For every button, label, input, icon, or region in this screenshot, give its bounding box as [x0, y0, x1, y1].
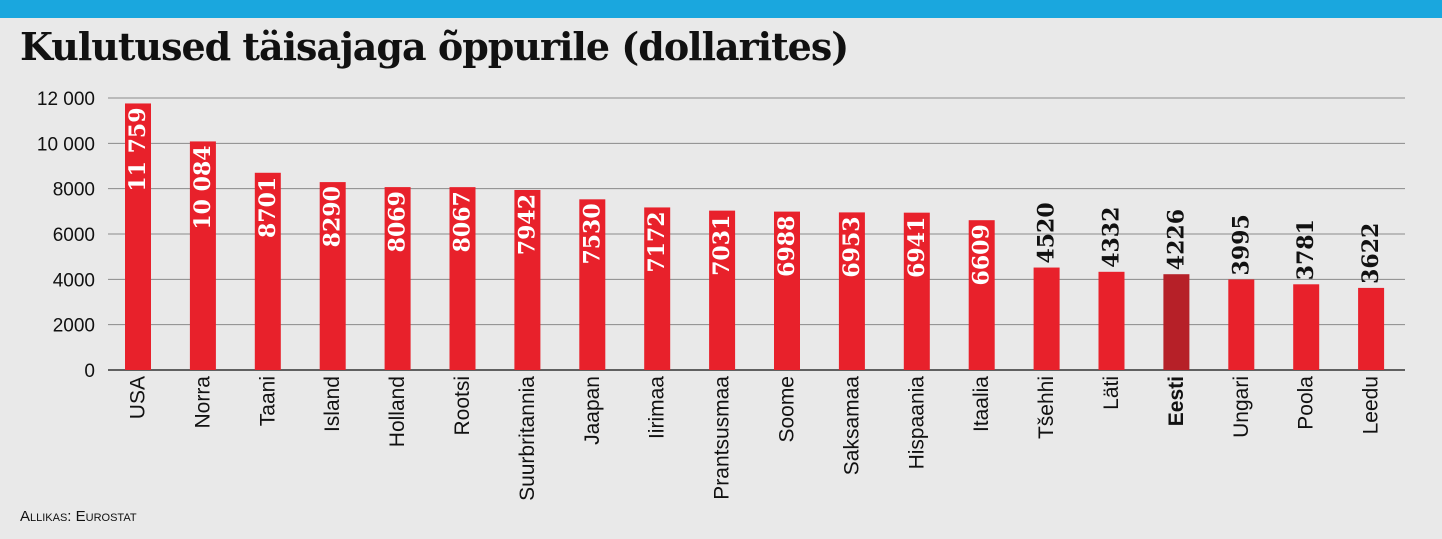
- bar: [384, 187, 411, 370]
- x-tick-label: Saksamaa: [840, 376, 863, 476]
- y-tick-label: 12 000: [37, 89, 95, 110]
- x-tick-label: Hispaania: [905, 376, 928, 470]
- bar-value-label: 4332: [1099, 207, 1125, 268]
- x-tick-label: Läti: [1100, 376, 1123, 410]
- x-tick-label: Iirimaa: [646, 376, 669, 439]
- bar-value-label: 7942: [514, 194, 540, 255]
- bar: [189, 141, 216, 370]
- bar: [644, 207, 671, 370]
- y-tick-label: 0: [84, 361, 95, 382]
- bar: [514, 189, 541, 370]
- bar-value-label: 3622: [1358, 223, 1384, 284]
- x-tick-label: Poola: [1295, 376, 1318, 430]
- bar-value-label: 8069: [385, 191, 411, 252]
- bar: [838, 212, 865, 370]
- bar-value-label: 10 084: [190, 145, 216, 229]
- bar-value-label: 6953: [839, 216, 865, 277]
- y-tick-label: 8000: [53, 180, 95, 201]
- x-tick-label: Soome: [776, 376, 799, 443]
- x-tick-label: Island: [321, 376, 344, 432]
- x-tick-label: Ungari: [1230, 376, 1253, 438]
- bar-value-label: 11 759: [125, 107, 151, 191]
- bar-value-label: 8067: [450, 191, 476, 252]
- bar-value-label: 7172: [644, 211, 670, 272]
- y-tick-label: 10 000: [37, 134, 95, 155]
- bar-value-label: 6609: [969, 224, 995, 285]
- bar: [1098, 271, 1125, 370]
- bar: [579, 199, 606, 370]
- bar: [968, 220, 995, 370]
- bar: [1033, 267, 1060, 370]
- x-tick-label: Norra: [191, 376, 214, 429]
- bar: [1228, 279, 1255, 370]
- bar-value-label: 6941: [904, 217, 930, 278]
- bar: [319, 182, 346, 370]
- bar-value-label: 7530: [579, 203, 605, 264]
- bar: [903, 212, 930, 370]
- top-accent-bar: [0, 0, 1442, 18]
- source-note: Allikas: Eurostat: [20, 508, 137, 525]
- bar: [1358, 287, 1385, 370]
- y-tick-label: 4000: [53, 270, 95, 291]
- x-tick-label: Leedu: [1360, 376, 1383, 434]
- bar: [774, 211, 800, 370]
- x-tick-label: Jaapan: [581, 376, 604, 445]
- x-tick-label: Rootsi: [451, 376, 474, 436]
- x-tick-label: Suurbritannia: [516, 376, 539, 501]
- x-tick-label: Holland: [386, 376, 409, 447]
- x-tick-label: USA: [127, 376, 150, 419]
- x-tick-label: Taani: [256, 376, 279, 426]
- bar-value-label: 4226: [1163, 209, 1189, 270]
- x-tick-label: Itaalia: [970, 376, 993, 432]
- bar: [709, 210, 736, 370]
- x-tick-label: Eesti: [1165, 376, 1188, 426]
- x-tick-label: Prantsusmaa: [711, 376, 734, 500]
- y-tick-label: 6000: [53, 225, 95, 246]
- chart-title: Kulutused täisajaga õppurile (dollarites…: [20, 24, 849, 69]
- bar-value-label: 3781: [1293, 219, 1319, 280]
- y-tick-label: 2000: [53, 316, 95, 337]
- bar: [254, 172, 281, 370]
- bar-value-label: 8290: [320, 186, 346, 247]
- bar-value-label: 3995: [1228, 214, 1254, 275]
- bar: [1293, 284, 1320, 370]
- bar-value-label: 7031: [709, 215, 735, 276]
- bar: [1163, 274, 1190, 370]
- bar: [125, 103, 151, 370]
- bar-value-label: 8701: [255, 177, 281, 238]
- x-tick-label: Tšehhi: [1035, 376, 1058, 439]
- bar-value-label: 4520: [1034, 202, 1060, 263]
- bar-value-label: 6988: [774, 216, 800, 277]
- bar: [449, 187, 476, 370]
